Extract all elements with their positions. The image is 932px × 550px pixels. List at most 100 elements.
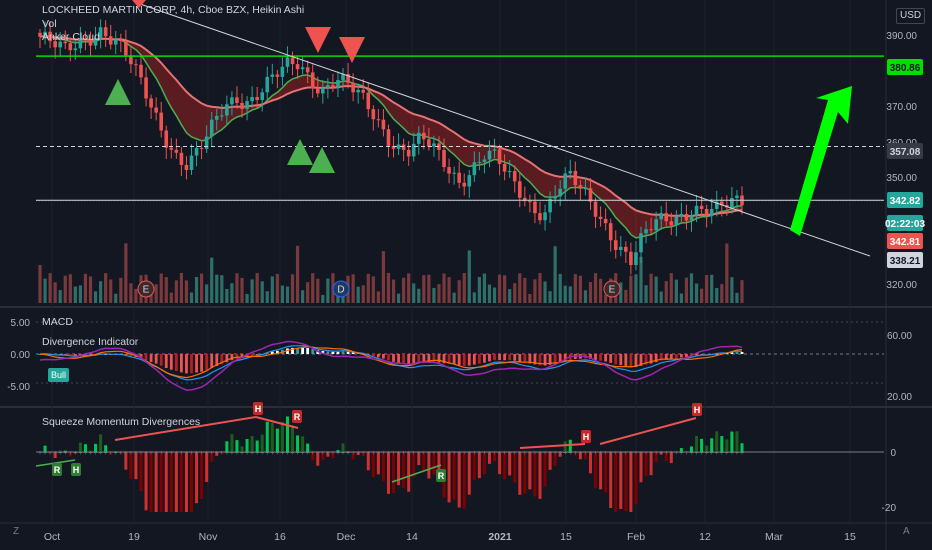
volume-bar (437, 284, 441, 303)
squeeze-bar (730, 431, 734, 452)
squeeze-bar (169, 452, 173, 512)
time-axis-label: Mar (765, 531, 784, 543)
macd-histogram-bar (467, 354, 471, 366)
volume-bar (735, 292, 739, 303)
candle-body (129, 55, 133, 65)
volume-bar (538, 273, 542, 303)
candle-body (63, 41, 68, 44)
candle-body (139, 64, 143, 78)
squeeze-bar (588, 452, 592, 474)
sell-signal-icon (339, 37, 365, 63)
macd-histogram-bar (695, 354, 698, 356)
macd-histogram-bar (159, 354, 163, 366)
squeeze-dot: + (326, 450, 330, 457)
squeeze-dot: + (462, 450, 466, 457)
squeeze-dot: + (119, 450, 123, 457)
candle-body (124, 41, 128, 56)
volume-bar (200, 273, 204, 303)
squeeze-dot: + (573, 450, 577, 457)
squeeze-dot: + (715, 450, 719, 457)
candle-body (164, 130, 169, 148)
squeeze-dot: + (361, 450, 365, 457)
candle-body (568, 170, 573, 174)
volume-bar (326, 278, 330, 303)
auto-scale-icon[interactable]: A (903, 526, 910, 537)
macd-histogram-bar (629, 354, 633, 367)
volume-bar (654, 276, 658, 303)
candle-body (315, 88, 320, 94)
squeeze-dot: + (159, 450, 163, 457)
volume-bar (371, 276, 375, 303)
candle-body (649, 229, 653, 231)
squeeze-bar (205, 452, 209, 483)
volume-bar (684, 277, 689, 303)
squeeze-bar (720, 436, 724, 452)
volume-bar (573, 274, 577, 303)
squeeze-bar (594, 452, 598, 489)
squeeze-dot: + (296, 450, 300, 457)
squeeze-dot: + (609, 450, 613, 457)
squeeze-dot: + (583, 450, 587, 457)
squeeze-dot: + (397, 450, 401, 457)
macd-histogram-bar (679, 354, 683, 358)
volume-bar (265, 291, 269, 303)
volume-bar (396, 293, 401, 303)
squeeze-bar (139, 452, 143, 492)
price-axis-label: 370.00 (886, 102, 917, 113)
squeeze-bar (508, 452, 512, 476)
macd-histogram-bar (205, 354, 209, 371)
divergence-badge (71, 463, 81, 476)
candle-body (699, 205, 704, 209)
squeeze-legend: Squeeze Momentum Divergences (42, 416, 201, 428)
squeeze-bar (250, 436, 254, 452)
squeeze-dot: + (548, 450, 552, 457)
volume-bar (250, 279, 254, 303)
squeeze-dot: + (38, 450, 42, 457)
candle-body (295, 64, 300, 70)
currency-button[interactable]: USD (896, 8, 926, 24)
volume-bar (563, 285, 567, 303)
candle-body (558, 188, 562, 197)
divergence-badge-label: H (255, 404, 262, 414)
time-axis-label: Feb (627, 531, 645, 543)
candle-body (467, 175, 472, 187)
squeeze-bar (695, 435, 699, 452)
volume-bar (174, 280, 178, 303)
squeeze-bar (346, 451, 350, 453)
volume-bar (366, 273, 370, 303)
candle-body (321, 87, 325, 94)
squeeze-dot: + (189, 450, 193, 457)
squeeze-bar (48, 452, 52, 454)
divergence-badge (292, 410, 302, 423)
candle-body (386, 129, 391, 146)
candle-body (406, 149, 411, 157)
volume-bar (301, 290, 305, 303)
candle-body (214, 115, 219, 120)
macd-histogram-bar (286, 348, 289, 354)
squeeze-bar (392, 452, 396, 493)
zoom-icon[interactable]: Z (13, 526, 20, 537)
squeeze-dot: + (88, 450, 92, 457)
squeeze-bar (397, 452, 401, 486)
candle-body (204, 136, 209, 149)
squeeze-dot: + (700, 450, 704, 457)
squeeze-bar (407, 452, 411, 492)
squeeze-bar (659, 452, 663, 455)
volume-bar (376, 291, 380, 303)
squeeze-dot: + (99, 450, 103, 457)
squeeze-bar (705, 445, 709, 452)
macd-histogram-bar (685, 354, 688, 358)
price-tag (887, 233, 923, 249)
squeeze-bar (538, 452, 542, 499)
squeeze-bar (109, 452, 113, 456)
squeeze-bar (639, 452, 643, 483)
squeeze-dot: + (487, 450, 491, 457)
candle-body (603, 219, 608, 224)
candle-body (543, 212, 547, 221)
candle-body (533, 201, 537, 214)
macd-histogram-bar (563, 354, 567, 362)
candle-body (432, 143, 436, 147)
squeeze-bar (326, 452, 330, 457)
macd-histogram-bar (422, 354, 426, 363)
